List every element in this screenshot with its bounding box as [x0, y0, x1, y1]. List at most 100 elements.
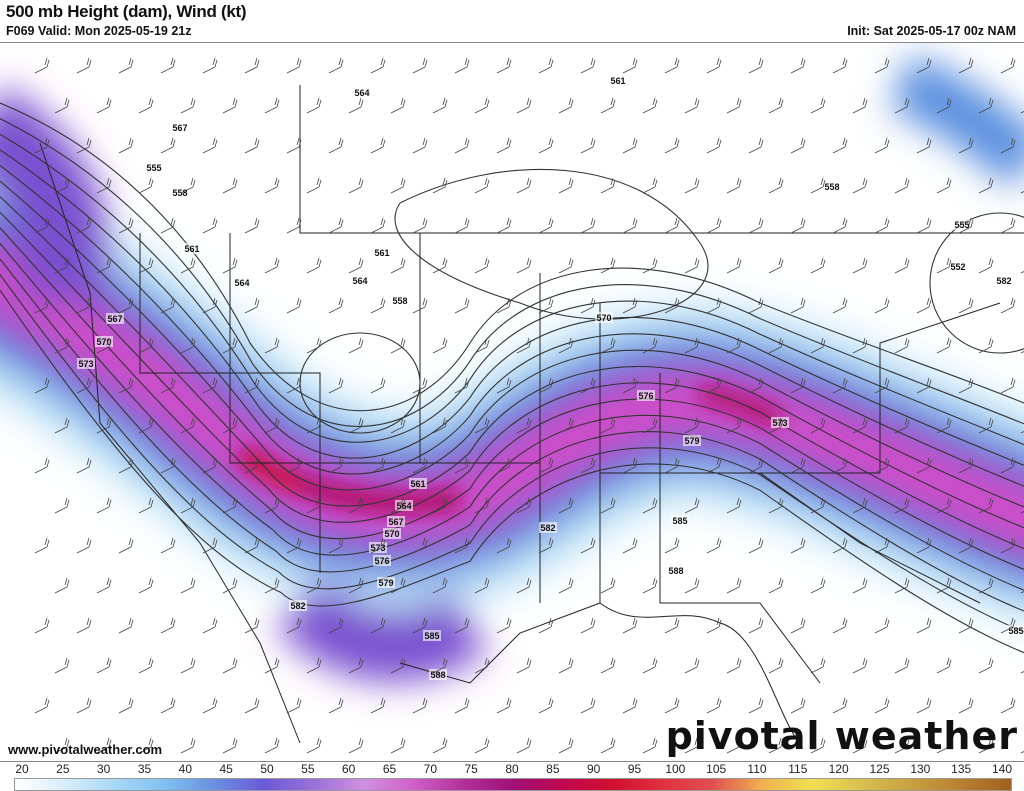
colorbar-tick: 55	[301, 762, 315, 776]
wind-barb	[348, 177, 364, 194]
wind-barb	[852, 737, 868, 754]
wind-barb	[810, 257, 826, 274]
wind-barb	[916, 697, 932, 714]
website-url[interactable]: www.pivotalweather.com	[8, 742, 163, 757]
wind-barb	[138, 337, 154, 354]
contour-label: 573	[370, 543, 385, 553]
wind-barb	[1000, 57, 1016, 74]
wind-barb	[916, 57, 932, 74]
wind-barb	[306, 657, 322, 674]
wind-barb	[516, 257, 532, 274]
wind-barb	[706, 137, 722, 154]
wind-barb	[958, 217, 974, 234]
wind-barb	[202, 57, 218, 74]
wind-barb	[370, 377, 386, 394]
wind-barb	[600, 737, 616, 754]
wind-barb	[580, 377, 596, 394]
wind-barb	[370, 537, 386, 554]
wind-barb	[832, 617, 848, 634]
wind-barb	[306, 97, 322, 114]
colorbar-tick: 60	[341, 762, 356, 776]
map-title: 500 mb Height (dam), Wind (kt)	[6, 2, 247, 21]
wind-barb	[118, 697, 134, 714]
wind-barb	[580, 537, 596, 554]
wind-barb	[790, 57, 806, 74]
wind-barb	[118, 137, 134, 154]
wind-barb	[390, 337, 406, 354]
contour-label: 579	[684, 436, 699, 446]
wind-barb	[1000, 297, 1016, 314]
wind-barb	[936, 97, 952, 114]
colorbar-tick: 45	[219, 762, 233, 776]
wind-barb	[790, 697, 806, 714]
wind-barb	[642, 417, 658, 434]
wind-barb	[370, 137, 386, 154]
contour-label-bg	[289, 600, 307, 611]
wind-barb	[706, 537, 722, 554]
wind-barb	[138, 177, 154, 194]
wind-barb	[202, 377, 218, 394]
wind-barb	[600, 97, 616, 114]
wind-band	[889, 54, 1024, 188]
wind-barb	[432, 497, 448, 514]
wind-barb	[454, 537, 470, 554]
wind-barb	[286, 57, 302, 74]
wind-barb	[684, 737, 700, 754]
wind-barb	[454, 617, 470, 634]
wind-barb	[96, 417, 112, 434]
wind-barb	[370, 617, 386, 634]
contour-label: 552	[950, 262, 965, 272]
wind-barb	[622, 697, 638, 714]
wind-barb	[852, 657, 868, 674]
contour-label-bg	[953, 219, 971, 230]
wind-barb	[180, 257, 196, 274]
wind-barb	[328, 697, 344, 714]
wind-barb	[516, 577, 532, 594]
wind-barb	[202, 617, 218, 634]
wind-barb	[328, 537, 344, 554]
wind-barb	[390, 97, 406, 114]
wind-barb	[726, 657, 742, 674]
wind-barb	[328, 457, 344, 474]
wind-barb	[622, 537, 638, 554]
wind-barb	[454, 697, 470, 714]
contour-label: 585	[1008, 626, 1023, 636]
wind-barb	[978, 737, 994, 754]
wind-barb	[244, 377, 260, 394]
wind-barb	[538, 537, 554, 554]
wind-barb	[642, 337, 658, 354]
wind-barb	[96, 737, 112, 754]
wind-barb	[454, 377, 470, 394]
wind-barb	[832, 57, 848, 74]
wind-barb	[600, 577, 616, 594]
wind-barb	[306, 497, 322, 514]
contour-label: 561	[184, 244, 199, 254]
wind-barb	[748, 297, 764, 314]
contour-label-bg	[183, 243, 201, 254]
wind-barb	[726, 737, 742, 754]
wind-barb	[54, 497, 70, 514]
wind-barb	[748, 137, 764, 154]
contour-labels: 564 561 567 555 558 561 564 567 570 573 561 564 558 5…	[77, 75, 1024, 680]
wind-barb	[496, 457, 512, 474]
height-contour	[0, 211, 1024, 550]
init-time: Init: Sat 2025-05-17 00z NAM	[847, 24, 1016, 38]
wind-barb	[580, 697, 596, 714]
wind-barb	[370, 697, 386, 714]
wind-barb	[96, 257, 112, 274]
contour-label: 579	[378, 578, 393, 588]
wind-barb	[1000, 537, 1016, 554]
wind-barb	[664, 697, 680, 714]
wind-barb	[978, 657, 994, 674]
wind-barb	[664, 57, 680, 74]
contour-label-bg	[949, 261, 967, 272]
wind-barb	[222, 177, 238, 194]
wind-barb	[684, 497, 700, 514]
wind-barb	[706, 217, 722, 234]
wind-barb	[454, 457, 470, 474]
pivotal-weather-logo: pivotal weather	[665, 714, 1018, 758]
contour-label: 570	[96, 337, 111, 347]
wind-barb	[306, 737, 322, 754]
wind-barb	[370, 457, 386, 474]
contour-label: 555	[954, 220, 969, 230]
